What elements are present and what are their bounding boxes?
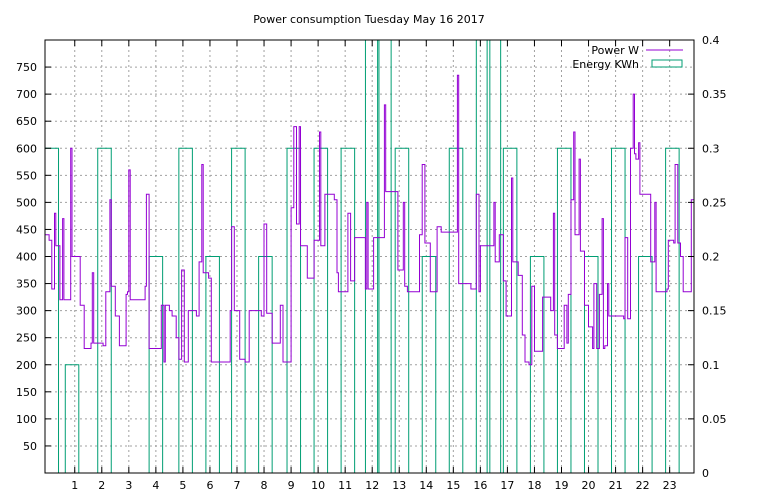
x-tick-label: 3: [125, 479, 132, 492]
x-tick-label: 22: [636, 479, 650, 492]
x-tick-label: 16: [473, 479, 487, 492]
energy-bar: [665, 147, 680, 474]
x-tick-label: 14: [419, 479, 433, 492]
energy-bar: [475, 39, 491, 474]
x-tick-label: 4: [152, 479, 159, 492]
y-tick-label: 400: [16, 251, 37, 264]
y-tick-label: 500: [16, 196, 37, 209]
y-tick-label: 150: [16, 386, 37, 399]
energy-bar: [205, 256, 220, 474]
y2-tick-label: 0: [702, 467, 709, 480]
axis-ticks: 1 2 3 4 5 6 7 8 9 10 11 12 13 14 15 16 17 18 19 20 21 22 23501…: [16, 34, 727, 492]
x-tick-label: 20: [582, 479, 596, 492]
chart-title: Power consumption Tuesday May 16 2017: [253, 13, 484, 26]
energy-bar: [611, 147, 626, 474]
x-tick-label: 1: [71, 479, 78, 492]
x-tick-label: 19: [554, 479, 568, 492]
y-tick-label: 100: [16, 413, 37, 426]
y-tick-label: 750: [16, 61, 37, 74]
y-tick-label: 50: [23, 440, 37, 453]
x-tick-label: 12: [365, 479, 379, 492]
x-tick-label: 8: [261, 479, 268, 492]
y2-tick-label: 0.2: [702, 251, 720, 264]
y-tick-label: 550: [16, 169, 37, 182]
x-tick-label: 9: [288, 479, 295, 492]
y2-tick-label: 0.35: [702, 88, 727, 101]
x-tick-label: 11: [338, 479, 352, 492]
x-tick-label: 13: [392, 479, 406, 492]
y2-tick-label: 0.3: [702, 142, 720, 155]
y-tick-label: 650: [16, 115, 37, 128]
y2-tick-label: 0.15: [702, 305, 727, 318]
x-tick-label: 6: [206, 479, 213, 492]
x-tick-label: 18: [527, 479, 541, 492]
y-tick-label: 700: [16, 88, 37, 101]
x-tick-label: 23: [663, 479, 677, 492]
energy-bar: [486, 39, 502, 474]
legend: Power W Energy KWh: [572, 44, 683, 71]
x-tick-label: 10: [311, 479, 325, 492]
y-tick-label: 600: [16, 142, 37, 155]
y2-tick-label: 0.05: [702, 413, 727, 426]
y-tick-label: 450: [16, 223, 37, 236]
x-tick-label: 7: [233, 479, 240, 492]
energy-bar: [421, 256, 437, 474]
grid: [45, 40, 694, 473]
energy-bar: [340, 147, 356, 474]
y2-tick-label: 0.1: [702, 359, 720, 372]
x-tick-label: 2: [98, 479, 105, 492]
x-tick-label: 5: [179, 479, 186, 492]
x-tick-label: 17: [500, 479, 514, 492]
y-tick-label: 300: [16, 305, 37, 318]
y2-tick-label: 0.25: [702, 196, 727, 209]
x-tick-label: 21: [609, 479, 623, 492]
x-tick-label: 15: [446, 479, 460, 492]
legend-swatch-energy: [651, 59, 683, 68]
power-series: [45, 74, 694, 366]
power-line: [45, 74, 694, 366]
y-tick-label: 200: [16, 359, 37, 372]
y2-tick-label: 0.4: [702, 34, 720, 47]
legend-label-power: Power W: [591, 44, 639, 57]
legend-label-energy: Energy KWh: [572, 58, 639, 71]
y-tick-label: 250: [16, 332, 37, 345]
y-tick-label: 350: [16, 278, 37, 291]
energy-bar: [97, 147, 112, 474]
